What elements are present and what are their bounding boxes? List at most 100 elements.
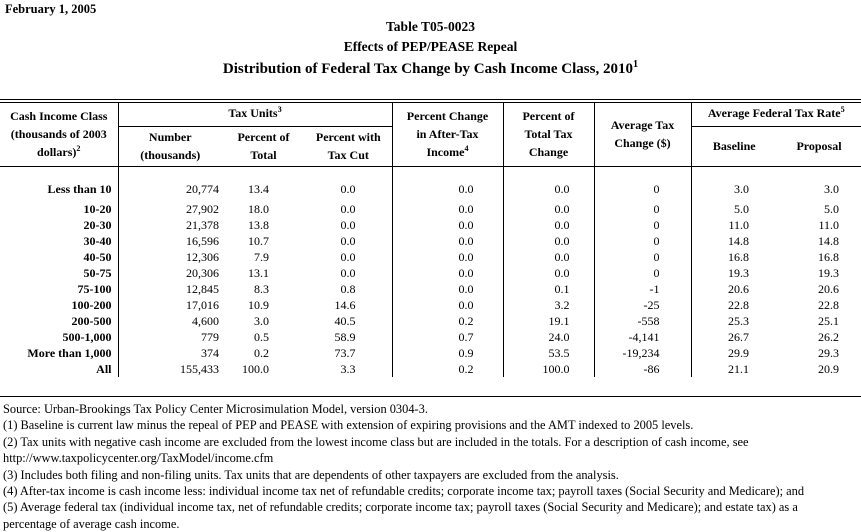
cell: 10.7 [248,234,269,248]
cell: 3.0 [824,181,840,196]
table-body: Less than 10 20,774 13.4 0.0 0.0 0.0 0 3.0 3.0 10… [0,166,861,397]
row-label: 75-100 [0,281,119,297]
cell: 0.0 [503,249,595,265]
cell: 0.0 [503,201,595,217]
cell: 16.8 [818,250,840,264]
cell: 21,378 [186,218,219,232]
row-label: Less than 10 [0,166,119,201]
column-header-pct-change-after-tax-income: Percent Change in After-Tax Income4 [392,101,504,167]
cell: 0 [594,233,692,249]
table-row: 200-500 4,600 3.0 40.5 0.2 19.1 -558 25.3 25.1 [0,313,861,329]
cell: -25 [594,297,692,313]
cell: 13.1 [248,266,269,280]
cell: 22.8 [818,298,840,312]
cell: 155,433 [180,362,219,376]
cell: 24.0 [503,329,595,345]
cell: 0.0 [503,217,595,233]
footnote-line: (2) Tax units with negative cash income … [3,434,749,449]
table-row: Less than 10 20,774 13.4 0.0 0.0 0.0 0 3.0 3.0 [0,166,861,201]
cell: 20,774 [186,181,219,196]
cell: 3.0 [254,314,269,328]
cell: 13.4 [248,181,269,196]
cell: 11.0 [818,218,840,232]
footnote-line: Source: Urban-Brookings Tax Policy Cente… [3,402,428,416]
cell: 0.0 [392,166,504,201]
cell: 12,306 [186,250,219,264]
table-row: 500-1,000 779 0.5 58.9 0.7 24.0 -4,141 26.7 26.2 [0,329,861,345]
cell: 13.8 [248,218,269,232]
cell: 0.2 [392,313,504,329]
cell: 0.0 [305,217,393,233]
cell: 27,902 [186,202,219,216]
footnote-ref-1: 1 [632,59,639,70]
cell: -86 [594,361,692,377]
footnotes: Source: Urban-Brookings Tax Policy Cente… [3,401,861,532]
cell: 58.9 [305,329,393,345]
cell: 0.0 [305,166,393,201]
column-header-percent-with-tax-cut: Percent with Tax Cut [305,126,393,167]
column-header-proposal: Proposal [777,126,861,167]
cell: 12,845 [186,282,219,296]
cell: 0.0 [392,217,504,233]
column-header-pct-of-total-tax-change: Percent of Total Tax Change [503,101,595,167]
row-label: 500-1,000 [0,329,119,345]
row-label: 40-50 [0,249,119,265]
cell: 19.3 [728,266,749,280]
cell: 3.3 [305,361,393,377]
cell: -19,234 [594,345,692,361]
cell: 19.1 [503,313,595,329]
cell: 20.9 [818,362,840,376]
footnote-line: (3) Includes both filing and non-filing … [3,467,619,482]
cell: 29.9 [728,346,749,360]
cell: 0 [594,249,692,265]
cell: 0.9 [392,345,504,361]
cell: 0.0 [305,265,393,281]
cell: -558 [594,313,692,329]
cell: 14.6 [305,297,393,313]
cell: 0 [594,166,692,201]
table-bottom-spacer [0,377,861,397]
cell: 100.0 [503,361,595,377]
cell: 0.7 [392,329,504,345]
cell: 0.0 [392,281,504,297]
table-header: Cash Income Class (thousands of 2003 dol… [0,101,861,167]
cell: 0.0 [503,166,595,201]
cell: 0.0 [305,249,393,265]
footnote-ref-2: 2 [76,144,81,153]
cell: 0.0 [503,265,595,281]
cell: 40.5 [305,313,393,329]
cell: 20,306 [186,266,219,280]
table-row: More than 1,000 374 0.2 73.7 0.9 53.5 -19,234 2… [0,345,861,361]
table-row: 30-40 16,596 10.7 0.0 0.0 0.0 0 14.8 14.8 [0,233,861,249]
row-label: 100-200 [0,297,119,313]
cell: 25.3 [728,314,749,328]
footnote-line: percentage of average cash income. [3,516,180,531]
cell: 4,600 [192,314,219,328]
table-row: 20-30 21,378 13.8 0.0 0.0 0.0 0 11.0 11.0 [0,217,861,233]
cell: 5.0 [734,202,749,216]
footnote-ref-3: 3 [277,105,282,115]
column-header-number-thousands: Number (thousands) [118,126,222,167]
table-row: 50-75 20,306 13.1 0.0 0.0 0.0 0 19.3 19.3 [0,265,861,281]
cell: 0 [594,201,692,217]
tax-distribution-table: Cash Income Class (thousands of 2003 dol… [0,99,861,397]
table-row: 100-200 17,016 10.9 14.6 0.0 3.2 -25 22.8 22.8 [0,297,861,313]
cell: 26.2 [818,330,840,344]
column-group-tax-units: Tax Units3 [118,101,393,127]
footnote-line: (5) Average federal tax (individual inco… [3,500,798,515]
table-row: 75-100 12,845 8.3 0.8 0.0 0.1 -1 20.6 20.6 [0,281,861,297]
cell: 73.7 [305,345,393,361]
cell: 17,016 [186,298,219,312]
table-row: 40-50 12,306 7.9 0.0 0.0 0.0 0 16.8 16.8 [0,249,861,265]
row-label: More than 1,000 [0,345,119,361]
document-date: February 1, 2005 [5,2,97,16]
footnote-ref-4: 4 [464,144,469,153]
cell: 0.0 [503,233,595,249]
column-header-cash-income-class: Cash Income Class (thousands of 2003 dol… [0,101,119,167]
cell: 779 [201,330,219,344]
cell: 14.8 [728,234,749,248]
cell: 374 [201,346,219,360]
cell: 29.3 [818,346,840,360]
table-main-title: Distribution of Federal Tax Change by Ca… [222,59,639,77]
cell: 19.3 [818,266,840,280]
